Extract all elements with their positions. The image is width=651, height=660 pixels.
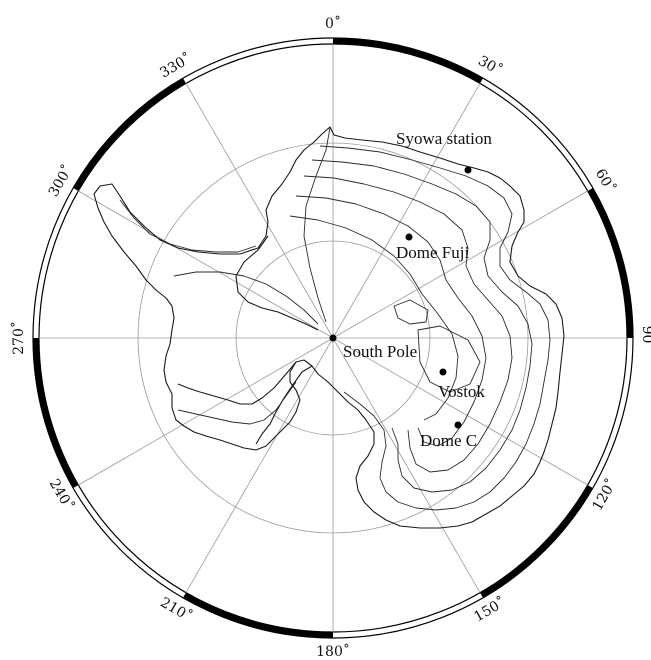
meridian-120 <box>332 337 588 486</box>
ice-shelf-west <box>235 235 319 331</box>
dome-fuji-label: Dome Fuji <box>396 243 469 262</box>
longitude-label-300: 300˚ <box>45 162 77 200</box>
south-pole-marker <box>329 334 337 342</box>
longitude-label-0: 0˚ <box>325 15 341 32</box>
frame-arc-segments <box>33 38 633 638</box>
meridian-210 <box>185 337 334 593</box>
meridian-240 <box>78 337 334 486</box>
frame-arc-60 <box>587 188 633 338</box>
contour-10 <box>393 299 429 325</box>
longitude-label-270: 270˚ <box>10 321 27 355</box>
longitude-label-120: 120˚ <box>589 476 621 514</box>
meridian-300 <box>78 190 334 339</box>
antarctica-coastline <box>93 126 565 529</box>
longitude-label-150: 150˚ <box>471 594 509 626</box>
contour-4 <box>295 195 487 447</box>
frame-arc-180 <box>183 592 333 638</box>
contour-5 <box>289 215 459 421</box>
coastline-main <box>93 126 565 529</box>
meridian-30 <box>332 83 481 339</box>
frame-arc-240 <box>33 338 79 488</box>
dome-c-label: Dome C <box>420 431 477 450</box>
contour-11 <box>417 325 481 393</box>
elevation-contours <box>119 127 551 511</box>
south-pole-label: South Pole <box>343 342 417 361</box>
dome-c-marker <box>454 421 462 429</box>
meridian-150 <box>332 337 481 593</box>
meridian-60 <box>332 190 588 339</box>
graticule <box>39 44 627 632</box>
meridian-lines <box>39 44 627 632</box>
contour-9 <box>303 127 331 323</box>
vostok-marker <box>439 368 447 376</box>
frame-arc-120 <box>480 485 593 598</box>
ice-shelf-ross-inner <box>177 361 297 405</box>
contour-7 <box>173 271 319 325</box>
dome-fuji-marker <box>405 233 413 241</box>
syowa-label: Syowa station <box>396 129 492 148</box>
syowa-marker <box>464 166 472 174</box>
contour-3 <box>303 175 513 473</box>
longitude-label-30: 30˚ <box>475 52 505 79</box>
longitude-label-90: 90˚ <box>639 326 651 351</box>
contour-2 <box>311 159 533 493</box>
meridian-330 <box>185 83 334 339</box>
longitude-label-60: 60˚ <box>592 166 619 196</box>
contour-6 <box>119 199 257 253</box>
frame-arc-0 <box>333 38 483 84</box>
station-labels: Syowa station Dome Fuji South Pole Vosto… <box>343 129 492 450</box>
longitude-label-180: 180˚ <box>316 643 350 660</box>
longitude-label-330: 330˚ <box>157 50 195 82</box>
vostok-label: Vostok <box>438 382 485 401</box>
frame-arc-300 <box>73 78 186 191</box>
contour-8 <box>177 381 297 425</box>
station-markers <box>329 166 472 429</box>
contour-1 <box>319 145 551 511</box>
